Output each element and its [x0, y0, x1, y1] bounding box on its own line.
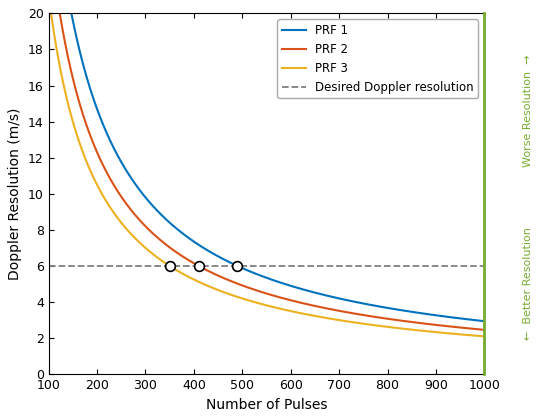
PRF 2 [246, 285, 253, 290]
Text: Worse Resolution  →: Worse Resolution → [523, 55, 533, 167]
PRF 1 [468, 317, 475, 322]
Y-axis label: Doppler Resolution (m/s): Doppler Resolution (m/s) [8, 108, 22, 280]
PRF 1 [246, 268, 253, 273]
Legend: PRF 1, PRF 2, PRF 3, Desired Doppler resolution: PRF 1, PRF 2, PRF 3, Desired Doppler res… [277, 19, 478, 98]
PRF 3 [68, 112, 74, 117]
Line: PRF 1: PRF 1 [49, 0, 484, 321]
Line: PRF 3: PRF 3 [49, 0, 484, 336]
PRF 3 [257, 301, 264, 306]
PRF 1 [68, 8, 74, 13]
PRF 2 [257, 289, 264, 294]
Text: ←  Better Resolution: ← Better Resolution [523, 228, 533, 341]
PRF 3 [246, 298, 253, 303]
PRF 1 [468, 317, 475, 322]
X-axis label: Number of Pulses: Number of Pulses [206, 398, 327, 412]
PRF 2 [468, 326, 475, 331]
PRF 2 [481, 327, 488, 332]
Line: PRF 2: PRF 2 [49, 0, 484, 330]
PRF 2 [68, 68, 74, 73]
PRF 3 [468, 333, 475, 338]
PRF 1 [481, 319, 488, 324]
PRF 3 [468, 333, 475, 338]
PRF 3 [481, 334, 488, 339]
PRF 1 [389, 306, 395, 311]
PRF 3 [389, 325, 395, 330]
PRF 2 [468, 326, 475, 331]
PRF 2 [389, 317, 395, 322]
PRF 1 [257, 273, 264, 278]
